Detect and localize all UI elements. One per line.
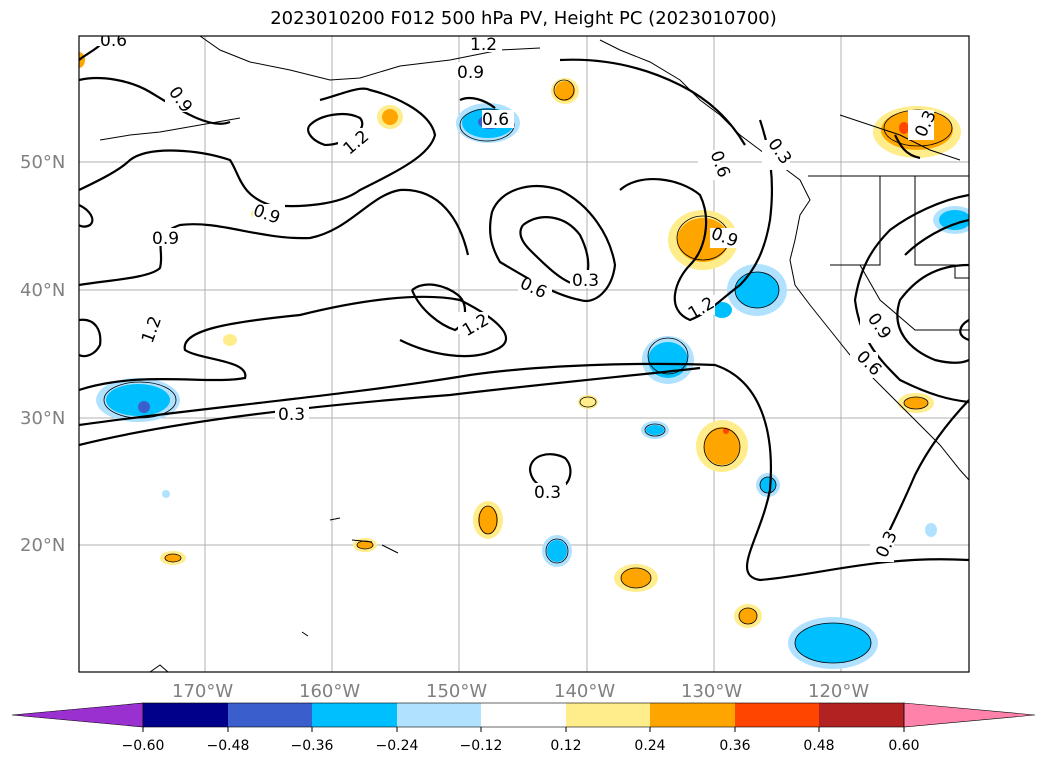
colorbar-tick-6: 0.12 xyxy=(550,738,581,754)
lon-label-130w: 130°W xyxy=(681,681,742,702)
lon-label-160w: 160°W xyxy=(299,681,360,702)
coastlines xyxy=(99,36,969,672)
colorbar-tick-2: −0.48 xyxy=(207,738,250,754)
colorbar-segment-6 xyxy=(566,703,650,727)
map-title: 2023010200 F012 500 hPa PV, Height PC (2… xyxy=(270,8,777,29)
contour-label-11: 0.3 xyxy=(278,405,305,425)
colorbar-right-extension xyxy=(903,702,1036,728)
contour-label-9: 0.3 xyxy=(572,271,599,291)
lon-label-140w: 140°W xyxy=(554,681,615,702)
colorbar: −0.60 −0.48 −0.36 −0.24 −0.12 0.12 0.24 … xyxy=(11,702,1036,754)
colorbar-segment-5 xyxy=(481,703,566,727)
colorbar-segment-1 xyxy=(143,703,228,727)
colorbar-frame xyxy=(142,702,905,728)
colorbar-tick-5: −0.12 xyxy=(460,738,503,754)
colorbar-tick-10: 0.60 xyxy=(888,738,919,754)
colorbar-segment-7 xyxy=(650,703,735,727)
contour-label-3: 0.9 xyxy=(457,63,484,83)
colorbar-tick-7: 0.24 xyxy=(634,738,665,754)
height-contours xyxy=(79,44,969,582)
lat-label-50: 50°N xyxy=(20,152,65,173)
longitude-labels: 170°W 160°W 150°W 140°W 130°W 120°W xyxy=(172,681,869,702)
colorbar-tick-1: −0.60 xyxy=(122,738,165,754)
colorbar-left-extension xyxy=(11,702,144,728)
map-background xyxy=(79,36,969,672)
lat-label-40: 40°N xyxy=(20,280,65,301)
colorbar-segment-9 xyxy=(819,703,904,727)
colorbar-segment-8 xyxy=(735,703,819,727)
contour-label-8: 0.9 xyxy=(152,229,179,249)
lon-label-150w: 150°W xyxy=(426,681,487,702)
contour-label-1: 0.6 xyxy=(100,31,127,51)
map-frame xyxy=(78,35,970,673)
contour-label-17: 0.3 xyxy=(534,483,561,503)
lat-label-20: 20°N xyxy=(20,535,65,556)
contour-label-6: 0.6 xyxy=(482,110,509,130)
lon-label-170w: 170°W xyxy=(172,681,233,702)
colorbar-segment-4 xyxy=(397,703,481,727)
colorbar-tick-4: −0.24 xyxy=(376,738,419,754)
contour-label-2: 1.2 xyxy=(470,35,497,55)
contour-labels: 0.6 1.2 0.9 0.9 1.2 0.6 0.9 0.9 0.3 0.6 … xyxy=(97,31,941,562)
latitude-labels: 50°N 40°N 30°N 20°N xyxy=(20,152,65,556)
lon-label-120w: 120°W xyxy=(808,681,869,702)
colorbar-tick-3: −0.36 xyxy=(291,738,334,754)
colorbar-segment-3 xyxy=(312,703,397,727)
pv-blob-outlines xyxy=(103,79,953,664)
colorbar-segment-2 xyxy=(228,703,312,727)
colorbar-tick-9: 0.48 xyxy=(803,738,834,754)
colorbar-tick-8: 0.36 xyxy=(719,738,750,754)
lat-label-30: 30°N xyxy=(20,408,65,429)
